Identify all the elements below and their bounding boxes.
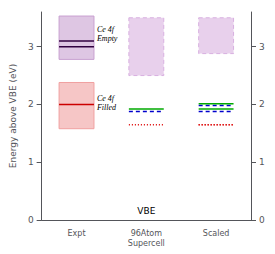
svg-text:Expt: Expt xyxy=(68,229,86,238)
svg-text:Scaled: Scaled xyxy=(203,229,230,238)
svg-text:Energy above VBE (eV): Energy above VBE (eV) xyxy=(8,64,18,168)
svg-text:2: 2 xyxy=(28,99,34,109)
svg-text:Ce 4f: Ce 4f xyxy=(97,94,116,103)
svg-text:Ce 4f: Ce 4f xyxy=(97,25,116,34)
svg-text:3: 3 xyxy=(259,42,265,52)
svg-text:1: 1 xyxy=(28,157,34,167)
svg-text:2: 2 xyxy=(259,99,265,109)
svg-text:Empty: Empty xyxy=(96,34,118,43)
svg-text:Filled: Filled xyxy=(96,103,117,112)
svg-text:0: 0 xyxy=(259,215,265,225)
svg-text:Supercell: Supercell xyxy=(128,239,165,248)
svg-text:1: 1 xyxy=(259,157,265,167)
svg-text:3: 3 xyxy=(28,42,34,52)
svg-text:96Atom: 96Atom xyxy=(131,229,163,238)
svg-text:0: 0 xyxy=(28,215,34,225)
svg-text:VBE: VBE xyxy=(137,206,155,216)
